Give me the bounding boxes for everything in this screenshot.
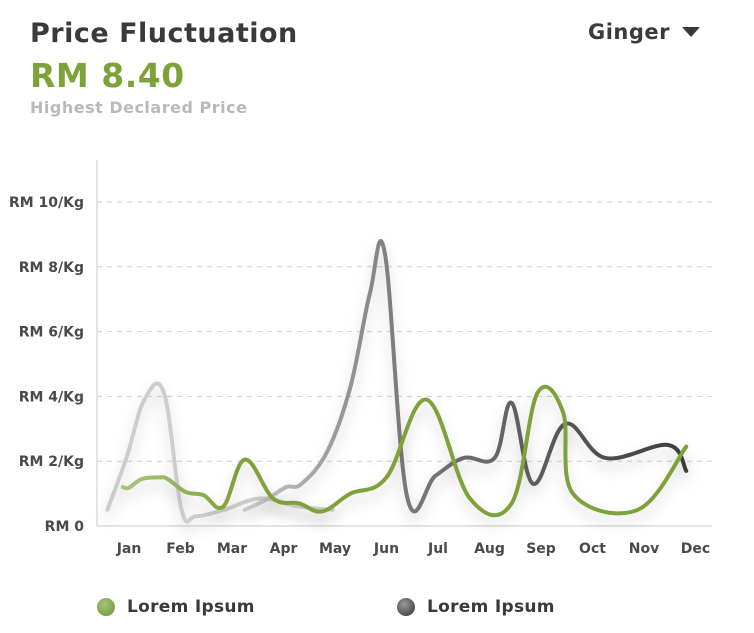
x-tick-label: Sep: [526, 541, 556, 557]
series-lightgray-line: [105, 381, 335, 524]
chevron-down-icon: [682, 27, 700, 37]
price-line-chart: RM 0 RM 2/Kg RM 4/Kg RM 6/Kg RM 8/Kg RM 10/Kg…: [9, 160, 712, 557]
x-tick-label: Oct: [579, 541, 606, 557]
x-tick-label: May: [319, 541, 351, 557]
highest-price-value: RM 8.40: [30, 56, 185, 95]
legend-item-green[interactable]: Lorem Ipsum: [97, 597, 255, 617]
x-tick-label: Feb: [166, 541, 195, 557]
x-tick-label: Apr: [270, 541, 298, 557]
highest-price-caption: Highest Declared Price: [30, 98, 248, 117]
legend-item-dark[interactable]: Lorem Ipsum: [397, 597, 555, 617]
x-tick-label: Jan: [116, 541, 142, 557]
x-tick-label: Dec: [681, 541, 710, 557]
y-tick-label: RM 6/Kg: [19, 325, 84, 341]
commodity-dropdown[interactable]: Ginger: [588, 20, 700, 44]
y-tick-label: RM 0: [45, 519, 85, 535]
y-tick-label: RM 4/Kg: [19, 389, 84, 405]
x-tick-label: Nov: [629, 541, 659, 557]
x-tick-label: Jun: [373, 541, 399, 557]
x-tick-label: Aug: [474, 541, 505, 557]
y-tick-label: RM 2/Kg: [19, 454, 84, 470]
chart-title: Price Fluctuation: [30, 18, 298, 49]
legend-green-dot-icon: [97, 598, 115, 616]
legend-label: Lorem Ipsum: [127, 597, 255, 617]
series-dark-line: [242, 239, 689, 514]
series-green-line: [120, 384, 689, 518]
commodity-dropdown-value: Ginger: [587, 20, 670, 44]
y-tick-label: RM 10/Kg: [9, 195, 84, 211]
legend-dark-dot-icon: [397, 598, 415, 616]
legend-label: Lorem Ipsum: [427, 597, 555, 617]
y-tick-label: RM 8/Kg: [19, 260, 84, 276]
x-tick-label: Mar: [217, 541, 247, 557]
x-tick-label: Jul: [427, 541, 448, 557]
